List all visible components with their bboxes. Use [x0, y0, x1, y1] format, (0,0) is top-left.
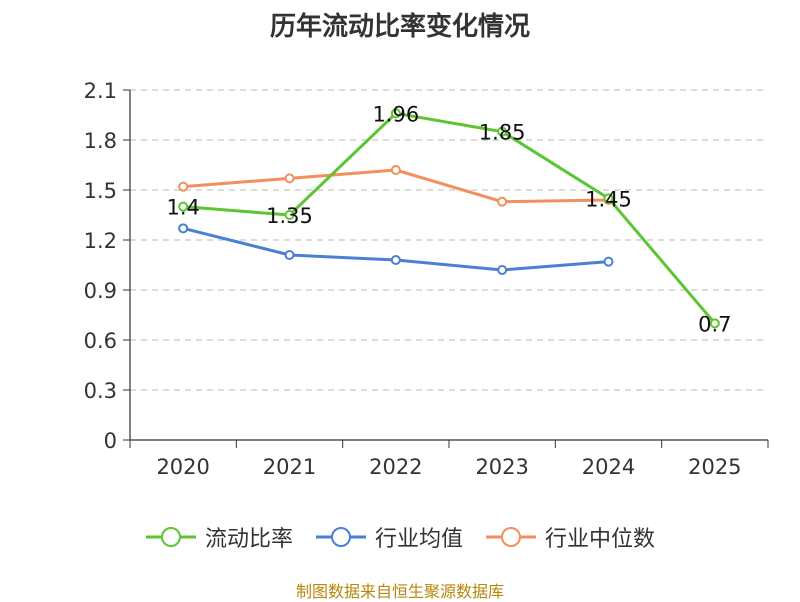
y-tick-label: 2.1 — [84, 79, 117, 103]
data-label: 0.7 — [698, 312, 731, 336]
y-tick-label: 1.2 — [84, 229, 117, 253]
data-point[interactable] — [284, 210, 295, 220]
data-label: 1.45 — [585, 187, 632, 211]
legend-marker-icon — [145, 527, 196, 547]
data-point[interactable] — [284, 250, 295, 260]
data-point[interactable] — [497, 265, 508, 275]
x-tick-label: 2024 — [582, 455, 635, 479]
data-point[interactable] — [390, 108, 401, 119]
legend-item[interactable]: 流动比率 — [145, 521, 293, 553]
y-tick-label: 0.6 — [84, 329, 117, 353]
legend-label: 流动比率 — [204, 527, 293, 552]
y-tick-label: 0.3 — [84, 379, 117, 403]
x-tick-label: 2025 — [688, 455, 741, 479]
legend-item[interactable]: 行业中位数 — [485, 521, 655, 553]
data-point[interactable] — [603, 193, 614, 204]
x-tick-label: 2020 — [156, 455, 209, 479]
series-line-0 — [183, 111, 716, 325]
data-point[interactable] — [178, 201, 189, 212]
y-tick-label: 0.9 — [84, 279, 117, 303]
data-label: 1.4 — [166, 196, 199, 220]
data-point[interactable] — [390, 165, 401, 175]
data-label-layer: 1.4 1.35 1.96 1.85 1.45 0.7 — [166, 102, 731, 336]
legend-label: 行业中位数 — [545, 527, 656, 552]
legend: 流动比率 行业均值 行业中位数 — [0, 520, 800, 554]
chart-title: 历年流动比率变化情况 — [269, 12, 530, 42]
data-point[interactable] — [497, 126, 508, 137]
legend-marker-icon — [486, 527, 536, 547]
y-tick-label: 1.5 — [84, 179, 117, 203]
legend-item[interactable]: 行业均值 — [315, 521, 463, 553]
axis-layer: 0 0.3 0.6 0.9 1.2 1.5 1.8 2.1 2020 2021 2022 2023 20… — [84, 79, 769, 479]
legend-marker-icon — [315, 527, 366, 547]
x-tick-label: 2022 — [369, 455, 422, 479]
grid-layer — [130, 89, 768, 391]
data-point[interactable] — [497, 196, 508, 207]
x-tick-label: 2021 — [263, 455, 316, 479]
data-point[interactable] — [709, 318, 720, 329]
data-point[interactable] — [178, 181, 189, 192]
legend-label: 行业均值 — [374, 527, 463, 552]
y-tick-label: 0 — [104, 429, 117, 453]
data-label: 1.85 — [479, 121, 526, 145]
x-tick-label: 2023 — [475, 455, 528, 479]
data-point[interactable] — [390, 255, 401, 265]
data-point[interactable] — [284, 173, 295, 184]
data-label: 1.96 — [372, 102, 419, 126]
y-tick-label: 1.8 — [84, 129, 117, 153]
series-layer — [178, 108, 720, 329]
source-note: 制图数据来自恒生聚源数据库 — [295, 582, 504, 601]
data-label: 1.35 — [266, 204, 313, 228]
data-point[interactable] — [603, 256, 614, 267]
data-point[interactable] — [178, 223, 189, 234]
